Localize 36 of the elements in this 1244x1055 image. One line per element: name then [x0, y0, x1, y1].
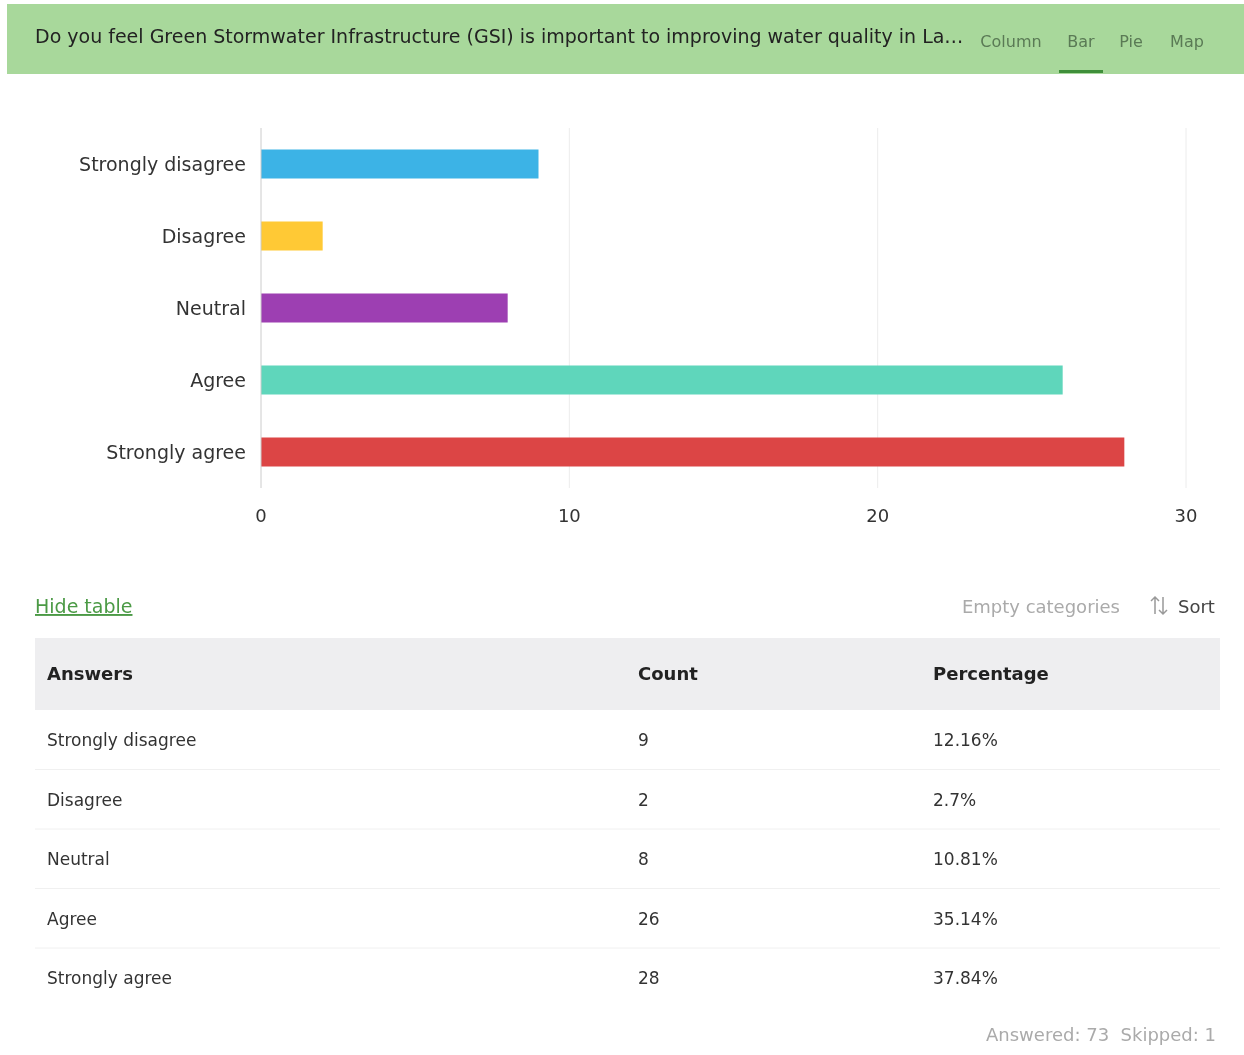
text: Count	[638, 663, 699, 684]
text: 35.14%	[933, 908, 998, 929]
category-label: Strongly disagree	[47, 730, 197, 750]
text: 37.84%	[933, 968, 998, 988]
y-tick-label: Neutral	[175, 297, 246, 319]
text: 28	[638, 968, 660, 988]
category-label: Agree	[47, 908, 97, 929]
text: Pie	[1119, 32, 1143, 51]
x-tick-label: 10	[557, 505, 581, 526]
y-tick-label: Disagree	[161, 225, 246, 247]
x-tick-label: 30	[1174, 505, 1198, 526]
category-label: Strongly agree	[47, 968, 172, 988]
text: 12.16%	[933, 730, 998, 750]
x-tick-label: 0	[255, 505, 267, 526]
chart-title: Do you feel Green Stormwater Infrastructure (GSI) is important to improving water quality in La…	[35, 25, 964, 47]
text: Empty categories	[961, 596, 1120, 617]
y-tick-label: Strongly disagree	[79, 153, 246, 175]
y-tick-label: Agree	[190, 369, 246, 391]
category-label: Disagree	[47, 789, 123, 810]
text: Column	[980, 32, 1042, 51]
category-label: Neutral	[47, 849, 110, 869]
x-tick-label: 20	[866, 505, 890, 526]
text: Hide table	[35, 595, 133, 617]
text: Sort	[1178, 596, 1215, 617]
text: 26	[638, 908, 660, 929]
text: 8	[638, 849, 649, 869]
text: Bar	[1067, 32, 1096, 51]
text: 10.81%	[933, 849, 998, 869]
text: Percentage	[933, 663, 1049, 684]
text: Answered: 73 Skipped: 1	[986, 1024, 1216, 1045]
text: Map	[1170, 32, 1204, 51]
text: 9	[638, 730, 649, 750]
text: 2	[638, 789, 649, 810]
y-tick-label: Strongly agree	[106, 441, 246, 463]
text: Answers	[47, 663, 133, 684]
text: 2.7%	[933, 789, 977, 810]
